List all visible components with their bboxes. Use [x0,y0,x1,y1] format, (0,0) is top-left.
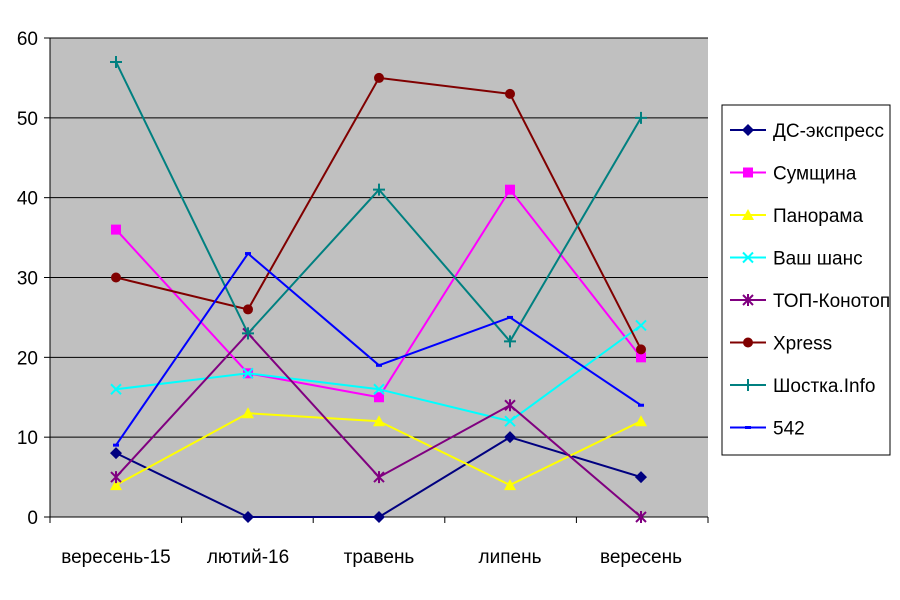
legend-entry: Сумщина [730,164,857,185]
legend-entry: Ваш шанс [730,249,863,270]
series-0 [110,431,647,523]
x-axis-ticks: вересень-15 лютий-16 травень липень вересень [61,547,682,568]
data-point [373,471,385,484]
data-point [635,511,647,523]
data-point [636,344,646,355]
legend-label: 542 [773,419,805,440]
data-point [504,335,516,348]
legend-swatch-marker [742,379,754,391]
data-point [242,407,254,419]
x-tick-label: лютий-16 [207,547,289,568]
legend-label: ДС-экспресс [773,121,884,142]
series-3 [110,319,647,427]
data-point [635,415,647,427]
series-layer [110,55,647,523]
legend-swatch-marker [742,251,754,264]
legend-entry: ТОП-Конотоп [730,291,890,312]
series-2 [110,407,647,491]
legend-entry: 542 [730,419,805,440]
y-tick-label: 40 [17,189,38,210]
legend-label: Сумщина [773,164,857,185]
data-point [242,367,254,380]
legend-entry: Панорама [730,206,863,227]
x-tick-label: липень [479,547,542,568]
legend-label: Xpress [773,334,832,355]
legend-swatch-marker [743,167,753,178]
data-point [242,511,254,523]
data-point [635,111,647,124]
legend-label: Панорама [773,206,863,227]
data-point [110,383,122,395]
data-point [373,415,385,427]
y-tick-label: 10 [17,428,38,449]
data-point [110,447,122,460]
y-tick-label: 20 [17,348,38,369]
legend: ДС-экспресс Сумщина Панорама Ваш шанс ТОП-Ко… [721,104,891,456]
data-point [505,88,515,99]
legend-entry: Xpress [730,334,832,355]
legend-label: Шостка.Info [773,376,875,397]
x-tick-label: вересень [600,547,682,568]
series-6 [110,55,647,348]
data-point [635,471,647,484]
data-point [111,224,121,235]
series-4 [110,327,647,523]
data-point [636,352,646,363]
data-point [504,431,516,444]
data-point [505,184,515,195]
data-point [373,383,385,395]
series-5 [111,72,646,355]
data-point [110,479,122,491]
legend-entry: ДС-экспресс [730,121,884,142]
y-tick-label: 50 [17,109,38,130]
data-point [242,327,254,340]
series-7 [113,252,644,447]
data-point [373,511,385,523]
y-tick-label: 0 [27,508,38,529]
x-tick-label: травень [344,547,415,568]
data-point [504,479,516,491]
legend-swatch-marker [743,337,753,348]
legend-swatch-marker [742,209,754,220]
data-point [374,72,384,83]
data-point [110,55,122,68]
y-tick-label: 60 [17,29,38,50]
x-tick-label: вересень-15 [61,547,171,568]
data-point [243,304,253,315]
data-point [110,471,122,484]
legend-label: ТОП-Конотоп [773,291,890,312]
data-point [504,415,516,427]
data-point [504,399,516,412]
y-axis-ticks: 0 10 20 30 40 50 60 [17,29,38,529]
legend-entry: Шостка.Info [730,376,875,397]
data-point [111,272,121,283]
legend-box [721,104,891,456]
legend-swatch-marker [742,294,754,306]
data-point [373,183,385,196]
data-point [635,319,647,332]
legend-swatch-marker [742,124,754,136]
data-point [374,392,384,403]
y-tick-label: 30 [17,269,38,290]
legend-label: Ваш шанс [773,249,863,270]
